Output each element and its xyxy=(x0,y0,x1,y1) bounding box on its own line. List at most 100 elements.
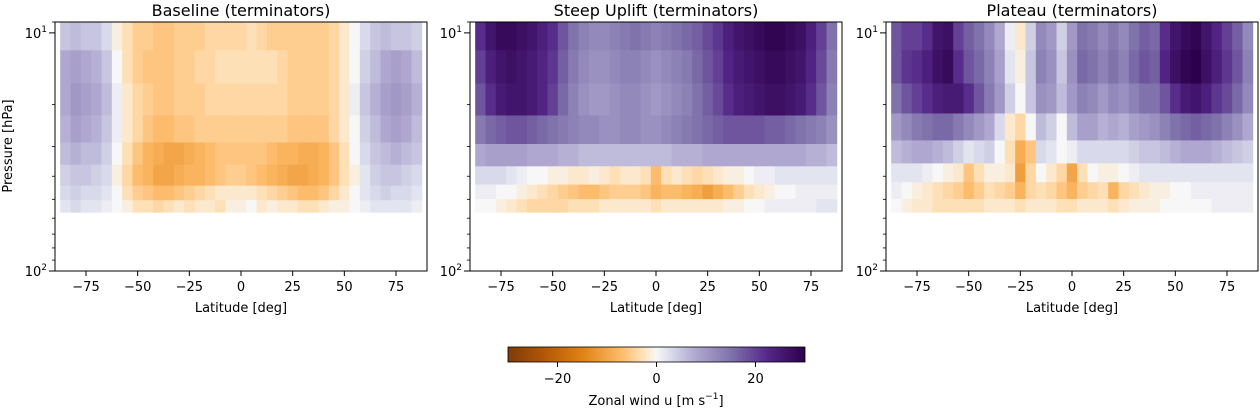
heatmap-cell xyxy=(266,142,278,166)
heatmap-cell xyxy=(795,115,807,145)
heatmap-cell xyxy=(1077,198,1088,213)
heatmap-cell xyxy=(390,22,402,51)
heatmap-cell xyxy=(1190,140,1202,164)
heatmap-cell xyxy=(537,144,548,167)
heatmap-cell xyxy=(91,115,102,143)
heatmap-cell xyxy=(526,199,538,213)
heatmap-cell xyxy=(973,182,985,200)
heatmap-cell xyxy=(609,166,621,185)
heatmap-cell xyxy=(70,50,82,84)
heatmap-cell xyxy=(640,144,652,167)
heatmap-cell xyxy=(1159,163,1171,183)
x-tick-label: 0 xyxy=(652,280,660,295)
x-tick-label: 75 xyxy=(803,280,820,295)
heatmap-cell xyxy=(370,200,381,213)
heatmap-cell xyxy=(194,22,206,51)
heatmap-cell xyxy=(111,50,123,84)
heatmap-cell xyxy=(506,22,517,51)
heatmap-cell xyxy=(506,50,517,84)
heatmap-cell xyxy=(922,140,933,164)
heatmap-cell xyxy=(204,164,216,187)
heatmap-cell xyxy=(308,83,319,116)
heatmap-cell xyxy=(764,22,776,51)
heatmap-cell xyxy=(194,115,206,143)
panel-steep-uplift: Steep Uplift (terminators) −75 −50 −25 0 25 5… xyxy=(440,1,843,316)
plot-frame xyxy=(54,21,428,272)
heatmap-cell xyxy=(785,144,796,167)
heatmap-cell xyxy=(1046,182,1057,200)
heatmap-cell xyxy=(911,163,923,183)
heatmap-cell xyxy=(1139,50,1150,84)
heatmap-cell xyxy=(578,115,590,145)
heatmap-cell xyxy=(578,199,590,213)
heatmap-cell xyxy=(973,83,985,114)
heatmap-cell xyxy=(173,185,185,201)
heatmap-cell xyxy=(111,22,123,51)
heatmap-cell xyxy=(401,22,412,51)
heatmap-cell xyxy=(495,199,507,213)
y-tick-label: 101 xyxy=(440,25,462,42)
heatmap-cell xyxy=(805,184,817,200)
heatmap-cell xyxy=(1190,113,1202,141)
heatmap-cell xyxy=(588,22,600,51)
heatmap-cell xyxy=(795,50,807,84)
heatmap-cell xyxy=(308,115,319,143)
heatmap-cell xyxy=(401,50,412,84)
heatmap-cell xyxy=(153,22,164,51)
heatmap-cell xyxy=(723,199,734,213)
x-tick-label: −25 xyxy=(591,280,618,295)
heatmap-cell xyxy=(1025,198,1037,213)
heatmap-cell xyxy=(246,164,257,187)
heatmap-cell xyxy=(1004,113,1016,141)
heatmap-cell xyxy=(225,185,237,201)
heatmap-cell xyxy=(650,50,662,84)
heatmap-cell xyxy=(1025,113,1037,141)
heatmap-cell xyxy=(1066,22,1078,51)
heatmap-cell xyxy=(692,184,703,200)
heatmap-cell xyxy=(743,50,755,84)
heatmap-cell xyxy=(163,185,175,201)
heatmap-cell xyxy=(712,199,724,213)
heatmap-cell xyxy=(1118,182,1130,200)
heatmap-cell xyxy=(80,22,92,51)
heatmap-cell xyxy=(671,166,683,185)
heatmap-cell xyxy=(370,50,381,84)
heatmap-cell xyxy=(661,166,672,185)
heatmap-cell xyxy=(1118,83,1130,114)
x-tick-label: 0 xyxy=(237,280,245,295)
heatmap-cell xyxy=(163,142,175,166)
heatmap-cell xyxy=(1097,182,1109,200)
heatmap-cell xyxy=(111,115,123,143)
heatmap-cell xyxy=(619,199,631,213)
heatmap-cell xyxy=(754,22,765,51)
heatmap-cell xyxy=(911,140,923,164)
heatmap-cell xyxy=(380,200,392,213)
heatmap-cell xyxy=(1025,140,1037,164)
heatmap-cell xyxy=(495,184,507,200)
heatmap-cell xyxy=(328,164,340,187)
heatmap-cell xyxy=(359,200,371,213)
heatmap-cell xyxy=(349,115,361,143)
heatmap-cell xyxy=(537,50,548,84)
heatmap-cell xyxy=(1232,22,1243,51)
heatmap-cell xyxy=(411,185,423,201)
heatmap-cell xyxy=(1118,163,1130,183)
heatmap-cell xyxy=(1221,22,1233,51)
y-axis: 101 102 xyxy=(440,21,470,280)
x-tick-label: 25 xyxy=(284,280,301,295)
heatmap-cell xyxy=(733,50,745,84)
heatmap-cell xyxy=(1056,83,1068,114)
heatmap-cell xyxy=(568,115,579,145)
heatmap-cell xyxy=(609,184,621,200)
heatmap-cell xyxy=(932,163,944,183)
heatmap-cell xyxy=(122,164,133,187)
heatmap-cell xyxy=(1087,50,1099,84)
heatmap-cell xyxy=(390,83,402,116)
heatmap-cell xyxy=(370,142,381,166)
heatmap-cell xyxy=(1015,50,1026,84)
heatmap-cell xyxy=(942,113,954,141)
heatmap-cell xyxy=(901,198,913,213)
heatmap-cell xyxy=(547,144,559,167)
heatmap-cell xyxy=(901,140,913,164)
heatmap-cell xyxy=(692,199,703,213)
